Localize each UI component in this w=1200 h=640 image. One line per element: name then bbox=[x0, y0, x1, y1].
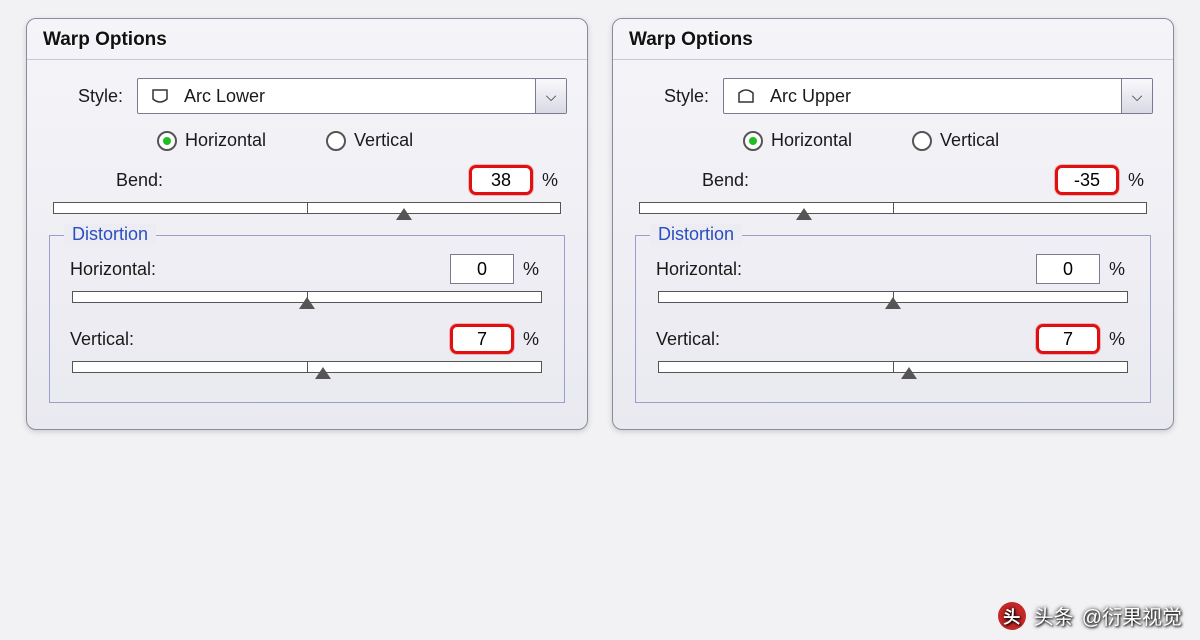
distortion-fieldset: DistortionHorizontal:%Vertical:% bbox=[635, 235, 1151, 403]
style-row: Style: Arc Upper ⌵ bbox=[633, 78, 1153, 114]
slider-thumb[interactable] bbox=[796, 208, 812, 220]
style-label: Style: bbox=[47, 86, 137, 107]
orientation-radios: Horizontal Vertical bbox=[743, 130, 1153, 151]
style-label: Style: bbox=[633, 86, 723, 107]
dist-vertical-row: Vertical:% bbox=[652, 324, 1134, 354]
warp-options-panel: Warp Options Style: Arc Lower ⌵ Horizontal Ve… bbox=[26, 18, 588, 430]
dist-vertical-label: Vertical: bbox=[652, 329, 772, 350]
chevron-down-icon[interactable]: ⌵ bbox=[1121, 79, 1152, 113]
dist-vertical-label: Vertical: bbox=[66, 329, 186, 350]
dist-horizontal-unit: % bbox=[514, 259, 548, 280]
style-icon bbox=[146, 87, 174, 105]
radio-icon bbox=[157, 131, 177, 151]
radio-horizontal-label: Horizontal bbox=[771, 130, 852, 151]
warp-options-panel: Warp Options Style: Arc Upper ⌵ Horizontal Ve… bbox=[612, 18, 1174, 430]
bend-input[interactable] bbox=[469, 165, 533, 195]
slider-thumb[interactable] bbox=[315, 367, 331, 379]
bend-unit: % bbox=[533, 170, 567, 191]
style-row: Style: Arc Lower ⌵ bbox=[47, 78, 567, 114]
slider-track bbox=[639, 202, 1147, 214]
slider[interactable] bbox=[53, 197, 561, 219]
slider-thumb[interactable] bbox=[396, 208, 412, 220]
bend-row: Bend:% bbox=[47, 165, 567, 195]
radio-horizontal-label: Horizontal bbox=[185, 130, 266, 151]
radio-horizontal[interactable]: Horizontal bbox=[157, 130, 266, 151]
dist-vertical-input[interactable] bbox=[450, 324, 514, 354]
dist-horizontal-unit: % bbox=[1100, 259, 1134, 280]
radio-icon bbox=[912, 131, 932, 151]
watermark: 头头条 @衍果视觉 bbox=[998, 601, 1182, 630]
distortion-legend: Distortion bbox=[64, 224, 156, 245]
distortion-fieldset: DistortionHorizontal:%Vertical:% bbox=[49, 235, 565, 403]
dist-vertical-unit: % bbox=[514, 329, 548, 350]
slider-track bbox=[53, 202, 561, 214]
slider[interactable] bbox=[658, 286, 1128, 308]
panel-title: Warp Options bbox=[613, 19, 1173, 60]
slider[interactable] bbox=[72, 356, 542, 378]
slider-track bbox=[72, 361, 542, 373]
dist-horizontal-label: Horizontal: bbox=[66, 259, 186, 280]
radio-vertical[interactable]: Vertical bbox=[326, 130, 413, 151]
style-name: Arc Upper bbox=[770, 86, 851, 107]
slider-track bbox=[658, 361, 1128, 373]
bend-label: Bend: bbox=[47, 170, 177, 191]
radio-vertical-label: Vertical bbox=[354, 130, 413, 151]
slider-thumb[interactable] bbox=[901, 367, 917, 379]
bend-label: Bend: bbox=[633, 170, 763, 191]
radio-icon bbox=[326, 131, 346, 151]
panel-title: Warp Options bbox=[27, 19, 587, 60]
dist-vertical-input[interactable] bbox=[1036, 324, 1100, 354]
style-name: Arc Lower bbox=[184, 86, 265, 107]
dist-horizontal-row: Horizontal:% bbox=[66, 254, 548, 284]
distortion-legend: Distortion bbox=[650, 224, 742, 245]
slider[interactable] bbox=[72, 286, 542, 308]
bend-input[interactable] bbox=[1055, 165, 1119, 195]
watermark-text: @衍果视觉 bbox=[1082, 601, 1182, 630]
slider[interactable] bbox=[639, 197, 1147, 219]
radio-vertical[interactable]: Vertical bbox=[912, 130, 999, 151]
dist-vertical-row: Vertical:% bbox=[66, 324, 548, 354]
style-dropdown[interactable]: Arc Lower ⌵ bbox=[137, 78, 567, 114]
dist-horizontal-input[interactable] bbox=[450, 254, 514, 284]
style-icon bbox=[732, 87, 760, 105]
dist-horizontal-label: Horizontal: bbox=[652, 259, 772, 280]
style-dropdown[interactable]: Arc Upper ⌵ bbox=[723, 78, 1153, 114]
dist-horizontal-row: Horizontal:% bbox=[652, 254, 1134, 284]
slider[interactable] bbox=[658, 356, 1128, 378]
radio-horizontal[interactable]: Horizontal bbox=[743, 130, 852, 151]
orientation-radios: Horizontal Vertical bbox=[157, 130, 567, 151]
radio-vertical-label: Vertical bbox=[940, 130, 999, 151]
slider-thumb[interactable] bbox=[299, 297, 315, 309]
watermark-prefix: 头条 bbox=[1034, 601, 1074, 630]
dist-vertical-unit: % bbox=[1100, 329, 1134, 350]
radio-icon bbox=[743, 131, 763, 151]
bend-unit: % bbox=[1119, 170, 1153, 191]
bend-row: Bend:% bbox=[633, 165, 1153, 195]
slider-thumb[interactable] bbox=[885, 297, 901, 309]
watermark-logo: 头 bbox=[998, 602, 1026, 630]
dist-horizontal-input[interactable] bbox=[1036, 254, 1100, 284]
chevron-down-icon[interactable]: ⌵ bbox=[535, 79, 566, 113]
